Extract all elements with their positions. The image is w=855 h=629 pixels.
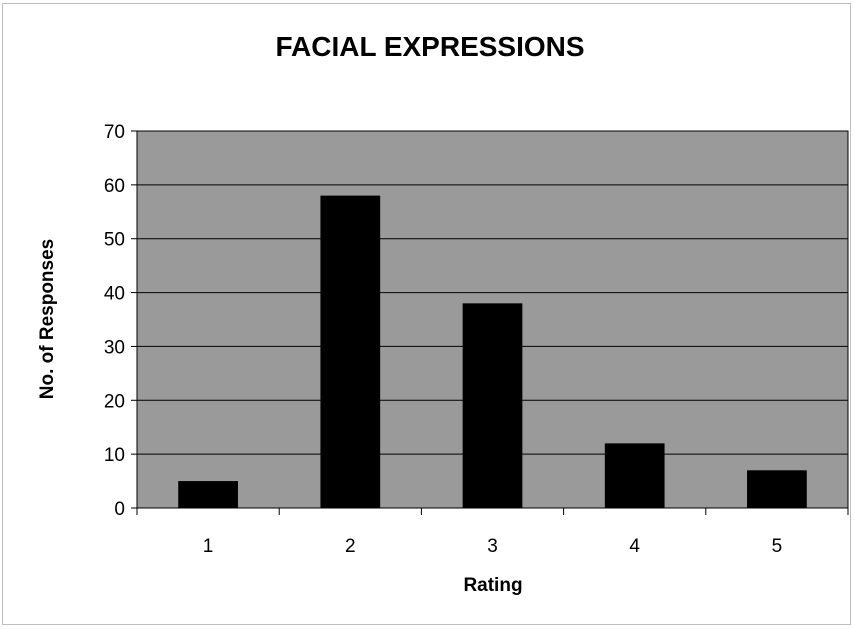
chart-title: FACIAL EXPRESSIONS [275,31,584,62]
y-axis-label: No. of Responses [37,239,58,399]
x-tick-label: 5 [772,536,783,557]
y-tick-label: 60 [104,176,125,197]
x-tick-label: 1 [203,536,214,557]
bar [320,195,381,508]
bar [178,481,238,508]
y-axis: 0 10 20 30 40 50 60 70 [104,122,137,520]
bar [604,443,665,508]
bar [462,303,523,508]
x-tick-label: 4 [629,536,640,557]
y-tick-label: 0 [114,499,125,520]
y-tick-label: 20 [104,391,125,412]
x-tick-label: 2 [345,536,356,557]
y-tick-label: 40 [104,284,125,305]
y-tick-label: 50 [104,230,125,251]
y-tick-label: 30 [104,337,125,358]
x-axis-label: Rating [463,575,522,596]
y-tick-label: 70 [104,122,125,143]
bars [178,195,807,508]
bar [747,470,807,508]
x-tick-label: 3 [487,536,498,557]
x-axis: 1 2 3 4 5 [136,507,849,557]
y-tick-label: 10 [104,445,125,466]
